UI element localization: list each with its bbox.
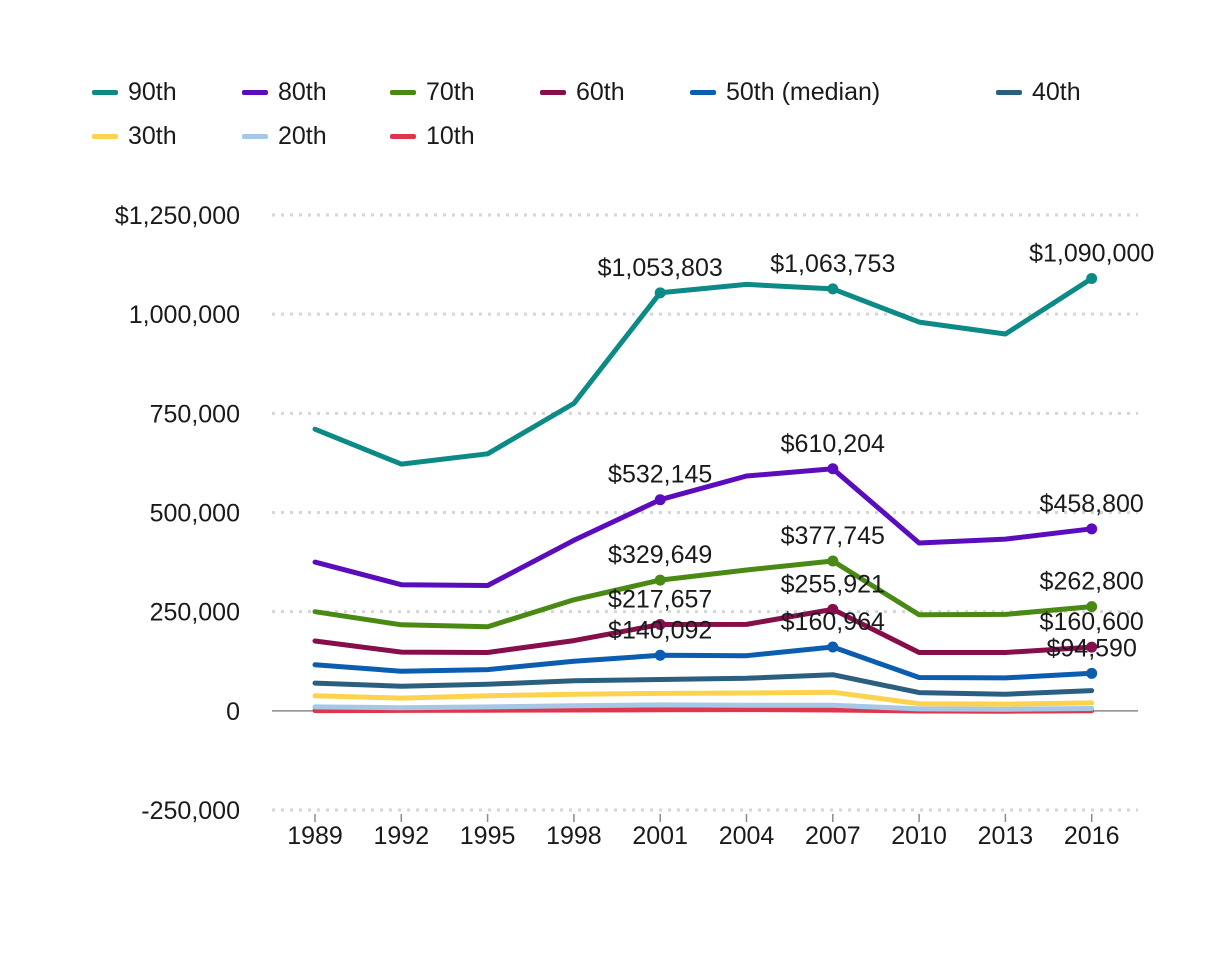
y-tick-label: 250,000 [150, 599, 240, 627]
x-tick-label: 2007 [805, 822, 861, 850]
legend-item-70th: 70th [390, 78, 475, 107]
x-tick-label: 2010 [891, 822, 947, 850]
legend-label: 50th (median) [726, 78, 881, 106]
y-tick-label: 1,000,000 [129, 301, 240, 329]
series-line-80th [312, 466, 1095, 588]
legend-swatch [242, 134, 268, 139]
series-line-60th [312, 606, 1095, 655]
data-label-80th: $532,145 [608, 461, 712, 489]
series-point-70th [1086, 601, 1098, 613]
legend-item-80th: 80th [242, 78, 327, 107]
series-line-70th [312, 558, 1095, 630]
legend-item-30th: 30th [92, 122, 177, 151]
series-point-50th-median [1086, 667, 1098, 679]
y-tick-label: 0 [226, 698, 240, 726]
data-label-90th: $1,063,753 [770, 250, 895, 278]
legend-label: 80th [278, 78, 327, 106]
legend-label: 60th [576, 78, 625, 106]
series-point-80th [654, 494, 666, 506]
legend-swatch [996, 90, 1022, 95]
y-tick-label: -250,000 [141, 797, 240, 825]
series-point-70th [827, 555, 839, 567]
legend-item-50th-median: 50th (median) [690, 78, 880, 107]
legend-label: 70th [426, 78, 475, 106]
data-label-50th-median: $140,092 [608, 616, 712, 644]
series-point-60th [827, 603, 839, 615]
legend-swatch [242, 90, 268, 95]
data-labels: $1,053,803 $1,063,753 $1,090,000 $532,145 $6… [598, 239, 1155, 662]
data-label-50th-median: $94,590 [1047, 634, 1137, 662]
y-tick-label: 750,000 [150, 400, 240, 428]
data-label-70th: $377,745 [781, 522, 885, 550]
legend-swatch [92, 90, 118, 95]
data-label-60th: $160,600 [1040, 608, 1144, 636]
x-tick-label: 1998 [546, 822, 602, 850]
data-label-80th: $610,204 [781, 430, 885, 458]
series-point-90th [654, 287, 666, 299]
series-line-20th [312, 702, 1095, 712]
x-tick-label: 2013 [978, 822, 1034, 850]
x-tick-label: 2016 [1064, 822, 1120, 850]
y-tick-label: 500,000 [150, 500, 240, 528]
series-point-80th [827, 463, 839, 475]
legend-label: 90th [128, 78, 177, 106]
legend-item-20th: 20th [242, 122, 327, 151]
legend-swatch [390, 134, 416, 139]
x-tick-label: 1995 [460, 822, 516, 850]
series-lines [312, 276, 1095, 714]
series-point-80th [1086, 523, 1098, 535]
x-tick-label: 2001 [632, 822, 688, 850]
series-line-30th [312, 689, 1095, 707]
legend-swatch [540, 90, 566, 95]
series-line-50th-median [312, 644, 1095, 681]
legend-item-90th: 90th [92, 78, 177, 107]
legend-label: 40th [1032, 78, 1081, 106]
legend-label: 20th [278, 122, 327, 150]
legend-item-10th: 10th [390, 122, 475, 151]
y-axis: $1,250,000 1,000,000 750,000 500,000 250,000… [115, 202, 240, 825]
legend-item-60th: 60th [540, 78, 625, 107]
data-label-50th-median: $160,964 [781, 608, 885, 636]
legend-swatch [390, 90, 416, 95]
x-tick-label: 1989 [287, 822, 343, 850]
series-line-90th [312, 276, 1095, 467]
grid [272, 213, 1138, 812]
data-label-90th: $1,053,803 [598, 254, 723, 282]
series-point-90th [1086, 272, 1098, 284]
x-tick-label: 1992 [373, 822, 429, 850]
legend-item-40th: 40th [996, 78, 1081, 107]
legend-swatch [690, 90, 716, 95]
x-tick-label: 2004 [719, 822, 775, 850]
series-point-70th [654, 574, 666, 586]
series-point-60th [654, 618, 666, 630]
data-label-70th: $262,800 [1040, 568, 1144, 596]
series-point-60th [1086, 641, 1098, 653]
legend-swatch [92, 134, 118, 139]
legend-label: 30th [128, 122, 177, 150]
series-point-50th-median [827, 641, 839, 653]
data-label-60th: $255,921 [781, 570, 885, 598]
series-markers [654, 272, 1098, 679]
legend-label: 10th [426, 122, 475, 150]
data-label-80th: $458,800 [1040, 490, 1144, 518]
series-point-90th [827, 283, 839, 295]
series-line-40th [312, 672, 1095, 697]
data-label-60th: $217,657 [608, 585, 712, 613]
y-tick-label: $1,250,000 [115, 202, 240, 230]
series-point-50th-median [654, 649, 666, 661]
x-axis: 1989 1992 1995 1998 2001 2004 2007 2010 2013 2016 [287, 814, 1120, 850]
data-label-90th: $1,090,000 [1029, 239, 1154, 267]
data-label-70th: $329,649 [608, 541, 712, 569]
